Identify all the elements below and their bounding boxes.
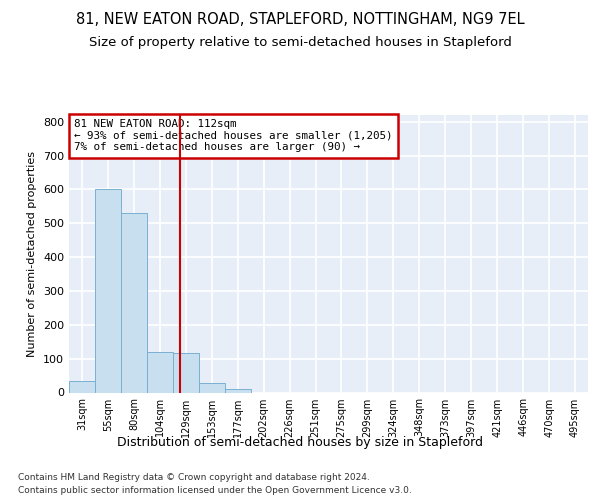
Bar [95, 190, 121, 392]
Text: 81, NEW EATON ROAD, STAPLEFORD, NOTTINGHAM, NG9 7EL: 81, NEW EATON ROAD, STAPLEFORD, NOTTINGH… [76, 12, 524, 28]
Bar [225, 389, 251, 392]
Text: Distribution of semi-detached houses by size in Stapleford: Distribution of semi-detached houses by … [117, 436, 483, 449]
Bar [173, 352, 199, 393]
Text: Contains HM Land Registry data © Crown copyright and database right 2024.: Contains HM Land Registry data © Crown c… [18, 472, 370, 482]
Bar [69, 380, 95, 392]
Bar [121, 213, 147, 392]
Text: Contains public sector information licensed under the Open Government Licence v3: Contains public sector information licen… [18, 486, 412, 495]
Y-axis label: Number of semi-detached properties: Number of semi-detached properties [28, 151, 37, 357]
Text: Size of property relative to semi-detached houses in Stapleford: Size of property relative to semi-detach… [89, 36, 511, 49]
Bar [147, 352, 173, 393]
Text: 81 NEW EATON ROAD: 112sqm
← 93% of semi-detached houses are smaller (1,205)
7% o: 81 NEW EATON ROAD: 112sqm ← 93% of semi-… [74, 119, 392, 152]
Bar [199, 384, 224, 392]
